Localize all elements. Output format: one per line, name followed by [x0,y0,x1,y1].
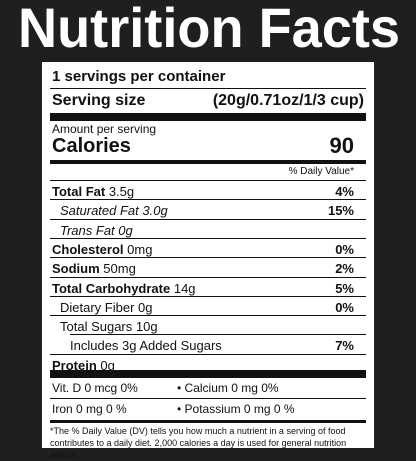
nutrient-row: Total Carbohydrate 14g [52,282,196,295]
daily-value: 4% [335,184,354,199]
rule [50,295,366,297]
nutrient-amount: 3.5g [108,184,135,199]
nutrient-amount: 0mg [127,241,153,257]
serving-size-value: (20g/0.71oz/1/3 cup) [212,92,364,109]
rule [50,257,366,259]
rule [50,315,366,317]
rule [50,218,366,220]
amount-per-serving: Amount per serving [52,122,157,136]
nutrient-amount: 14g [173,280,196,296]
nutrient-row: Includes 3g Added Sugars [70,339,222,352]
nutrient-label: Trans Fat [60,222,115,238]
nutrient-amount: 0g [138,299,153,315]
calories-label: Calories [52,135,131,157]
daily-value: 15% [327,203,354,219]
thick-rule [50,113,366,121]
title: Nutrition Facts [18,0,400,59]
nutrient-row: Total Sugars 10g [60,320,158,333]
title-bar: Nutrition Facts [18,0,400,59]
nutrient-amount: 0g [100,357,115,373]
nutrient-label: Total Sugars [60,319,133,335]
rule [50,398,366,399]
vitamin: Calcium 0 mg 0% [184,381,279,395]
rule [50,180,366,181]
nutrient-label: Protein [52,357,97,373]
nutrient-row: Dietary Fiber 0g [60,301,153,314]
nutrient-label: Dietary Fiber [60,299,135,315]
daily-value: 2% [335,261,354,277]
nutrient-amount: 50mg [103,261,136,277]
daily-value: 5% [335,280,354,296]
rule [50,420,366,423]
servings: 1 servings per container [52,68,226,85]
rule [50,276,366,278]
medium-rule [50,160,366,164]
vitamin: Vit. D 0 mcg 0% [52,381,138,395]
nutrient-amount: 10g [135,319,158,335]
nutrient-label: Cholesterol [52,241,124,257]
nutrient-label: Sodium [52,261,100,277]
daily-value: 7% [335,338,354,354]
vitamin: • Potassium 0 mg 0 % [177,402,295,416]
serving-size-label: Serving size [52,92,146,109]
rule [70,334,366,336]
rule [50,199,366,201]
nutrient-label: Total Fat [52,184,106,199]
nutrient-row: Cholesterol 0mg [52,243,152,256]
rule [50,88,366,89]
nutrient-row: Sodium 50mg [52,262,136,275]
thick-rule [50,370,366,378]
daily-value-header: % Daily Value* [288,166,354,177]
vitamin: Potassium 0 mg 0 % [184,402,295,416]
nutrient-amount: 0g [118,222,133,238]
calories-value: 90 [329,133,354,158]
nutrient-label: Includes 3g Added Sugars [70,338,222,354]
nutrient-label: Saturated Fat [60,203,139,219]
nutrient-amount: 3.0g [142,203,168,219]
nutrient-row: Trans Fat 0g [60,224,133,237]
footnote: *The % Daily Value (DV) tells you how mu… [50,426,347,460]
nutrient-label: Total Carbohydrate [52,280,171,296]
daily-value: 0% [335,299,354,315]
rule [50,237,366,239]
nutrient-row: Total Fat 3.5g [52,185,134,198]
daily-value: 0% [335,241,354,257]
facts-panel: 1 servings per container Serving size (2… [42,62,374,460]
vitamin: Iron 0 mg 0 % [52,402,127,416]
nutrient-row: Saturated Fat 3.0g [60,204,168,217]
vitamin: • Calcium 0 mg 0% [177,381,279,395]
nutrient-row: Protein 0g [52,359,115,372]
rule [50,353,366,355]
